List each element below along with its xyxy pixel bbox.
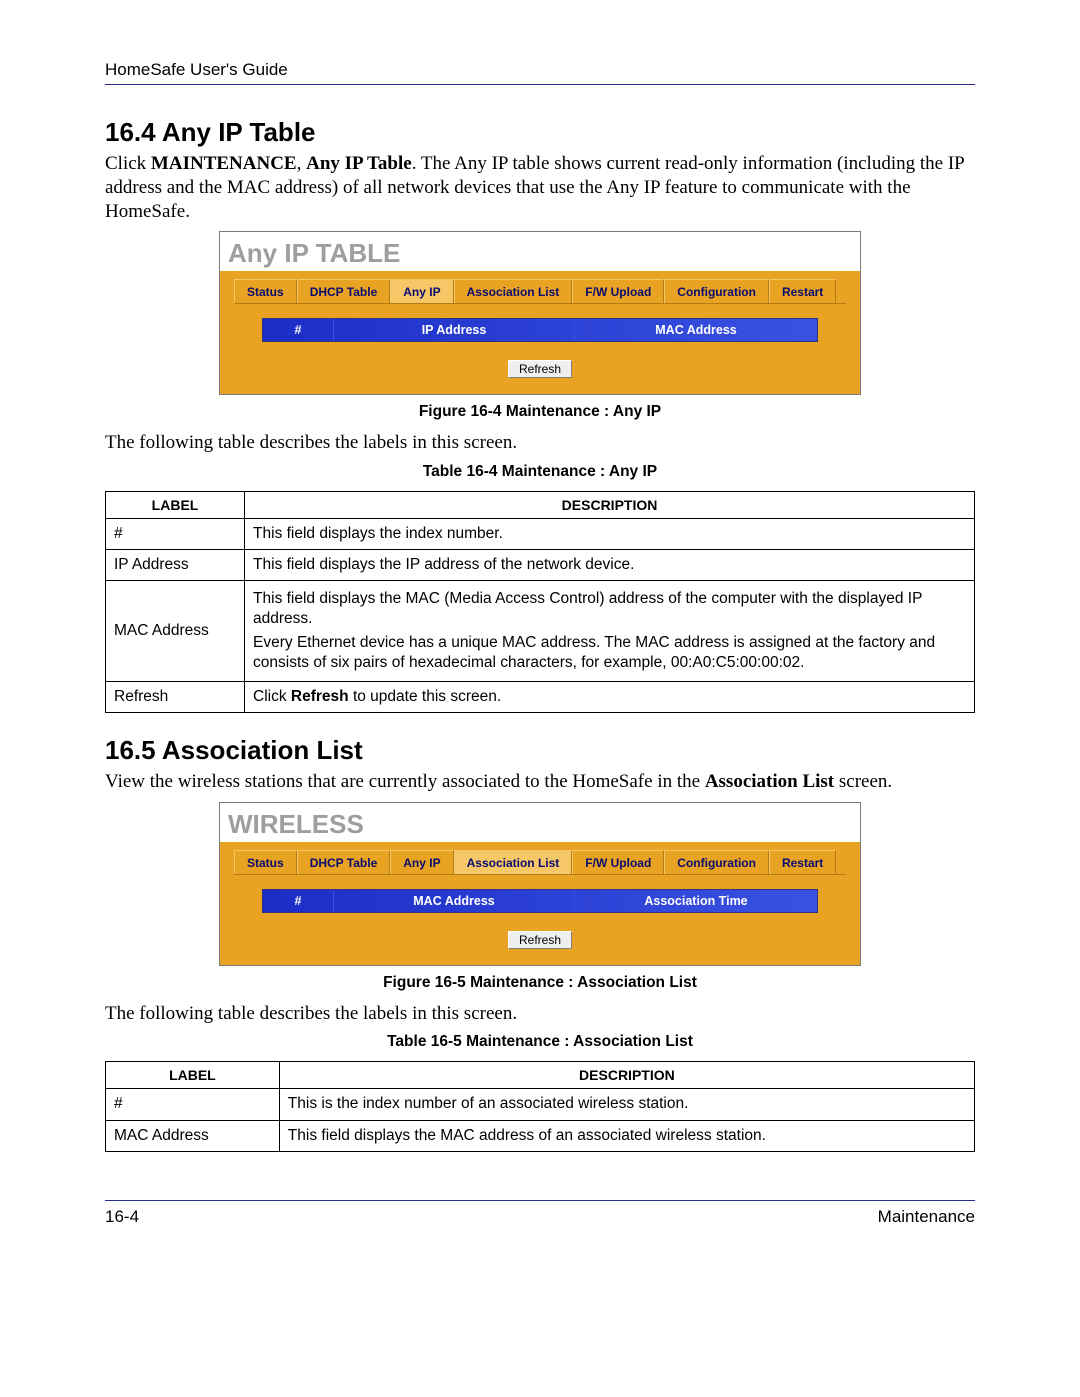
screenshot1-tabrow: Status DHCP Table Any IP Association Lis… (234, 279, 846, 304)
section1-intro: Click MAINTENANCE, Any IP Table. The Any… (105, 152, 975, 223)
figure-16-4-caption: Figure 16-4 Maintenance : Any IP (105, 403, 975, 421)
tab-association-list[interactable]: Association List (454, 850, 573, 874)
tab-any-ip[interactable]: Any IP (390, 850, 453, 874)
figure-16-4-screenshot: Any IP TABLE Status DHCP Table Any IP As… (219, 231, 861, 395)
table-16-5: LABEL DESCRIPTION # This is the index nu… (105, 1061, 975, 1151)
table-row: # This field displays the index number. (106, 519, 975, 550)
cell-label: IP Address (106, 550, 245, 581)
cell-label: MAC Address (106, 581, 245, 682)
table-row: Refresh Click Refresh to update this scr… (106, 681, 975, 712)
cell-desc: This field displays the index number. (245, 519, 975, 550)
tab-configuration[interactable]: Configuration (664, 850, 769, 874)
col-header-mac: MAC Address (575, 319, 817, 341)
cell-desc: This field displays the MAC address of a… (279, 1120, 974, 1151)
table-row: IP Address This field displays the IP ad… (106, 550, 975, 581)
refresh-button[interactable]: Refresh (508, 360, 572, 378)
table-header-row: LABEL DESCRIPTION (106, 1062, 975, 1089)
table-row: # This is the index number of an associa… (106, 1089, 975, 1120)
table-row: MAC Address This field displays the MAC … (106, 1120, 975, 1151)
footer-page-number: 16-4 (105, 1207, 139, 1227)
tab-restart[interactable]: Restart (769, 279, 836, 303)
footer-section-name: Maintenance (878, 1207, 975, 1227)
screenshot2-column-header-bar: # MAC Address Association Time (262, 889, 818, 913)
screenshot1-refresh-row: Refresh (234, 360, 846, 378)
tab-status[interactable]: Status (234, 279, 297, 303)
screenshot1-tabbox: Status DHCP Table Any IP Association Lis… (220, 271, 860, 394)
table-row: MAC Address This field displays the MAC … (106, 581, 975, 682)
th-description: DESCRIPTION (279, 1062, 974, 1089)
table-16-4: LABEL DESCRIPTION # This field displays … (105, 491, 975, 713)
tab-status[interactable]: Status (234, 850, 297, 874)
page-header: HomeSafe User's Guide (105, 60, 975, 85)
col-header-num: # (263, 890, 334, 912)
tab-association-list[interactable]: Association List (454, 279, 573, 303)
tab-restart[interactable]: Restart (769, 850, 836, 874)
cell-desc: This is the index number of an associate… (279, 1089, 974, 1120)
screenshot2-title: WIRELESS (220, 803, 860, 842)
th-label: LABEL (106, 1062, 280, 1089)
page-footer: 16-4 Maintenance (105, 1200, 975, 1227)
header-title: HomeSafe User's Guide (105, 60, 288, 79)
figure-16-5-screenshot: WIRELESS Status DHCP Table Any IP Associ… (219, 802, 861, 966)
figure-16-5-caption: Figure 16-5 Maintenance : Association Li… (105, 974, 975, 992)
tab-fw-upload[interactable]: F/W Upload (572, 850, 664, 874)
cell-desc: This field displays the MAC (Media Acces… (245, 581, 975, 682)
screenshot2-tabbox: Status DHCP Table Any IP Association Lis… (220, 842, 860, 965)
col-header-ip: IP Address (334, 319, 575, 341)
col-header-mac: MAC Address (334, 890, 575, 912)
cell-label: MAC Address (106, 1120, 280, 1151)
table-16-4-caption: Table 16-4 Maintenance : Any IP (105, 463, 975, 481)
col-header-num: # (263, 319, 334, 341)
cell-label: # (106, 1089, 280, 1120)
th-label: LABEL (106, 492, 245, 519)
tab-configuration[interactable]: Configuration (664, 279, 769, 303)
section-heading-16-5: 16.5 Association List (105, 735, 975, 766)
screenshot2-refresh-row: Refresh (234, 931, 846, 949)
screenshot1-column-header-bar: # IP Address MAC Address (262, 318, 818, 342)
screenshot2-tabrow: Status DHCP Table Any IP Association Lis… (234, 850, 846, 875)
cell-desc: This field displays the IP address of th… (245, 550, 975, 581)
section-heading-16-4: 16.4 Any IP Table (105, 117, 975, 148)
refresh-button[interactable]: Refresh (508, 931, 572, 949)
cell-label: # (106, 519, 245, 550)
col-header-time: Association Time (575, 890, 817, 912)
table-16-5-caption: Table 16-5 Maintenance : Association Lis… (105, 1033, 975, 1051)
cell-desc: Click Refresh to update this screen. (245, 681, 975, 712)
section2-after-figure: The following table describes the labels… (105, 1002, 975, 1026)
section1-after-figure: The following table describes the labels… (105, 431, 975, 455)
th-description: DESCRIPTION (245, 492, 975, 519)
tab-dhcp-table[interactable]: DHCP Table (297, 279, 391, 303)
tab-any-ip[interactable]: Any IP (390, 279, 453, 303)
screenshot1-title: Any IP TABLE (220, 232, 860, 271)
document-page: HomeSafe User's Guide 16.4 Any IP Table … (0, 0, 1080, 1267)
tab-fw-upload[interactable]: F/W Upload (572, 279, 664, 303)
section2-intro: View the wireless stations that are curr… (105, 770, 975, 794)
tab-dhcp-table[interactable]: DHCP Table (297, 850, 391, 874)
table-header-row: LABEL DESCRIPTION (106, 492, 975, 519)
cell-label: Refresh (106, 681, 245, 712)
